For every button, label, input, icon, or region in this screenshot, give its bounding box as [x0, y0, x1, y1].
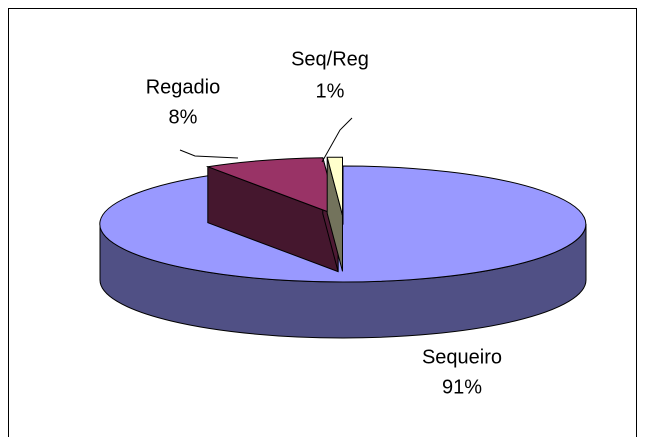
leader-line: [321, 117, 353, 163]
slice: [326, 156, 343, 216]
slice-value-label: 8%: [169, 106, 198, 128]
slice-value-label: 1%: [316, 80, 345, 102]
slice: [205, 157, 339, 217]
slice-label: Seq/Reg: [291, 48, 369, 70]
slice-value-label: 91%: [442, 376, 482, 398]
pie: [99, 156, 587, 339]
slice-label: Regadio: [146, 76, 221, 98]
leader-line: [179, 149, 239, 159]
slice-label: Sequeiro: [422, 346, 502, 368]
